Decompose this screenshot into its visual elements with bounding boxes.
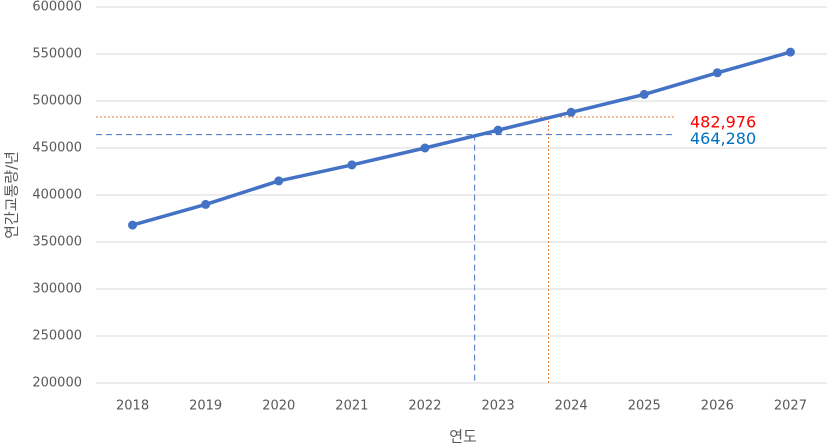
reference-label: 482,976 — [690, 113, 756, 132]
data-point — [566, 107, 576, 117]
y-tick-label: 200000 — [32, 376, 82, 391]
x-tick-label: 2019 — [189, 399, 222, 414]
y-tick-label: 350000 — [32, 235, 82, 250]
data-point — [785, 47, 795, 57]
y-tick-label: 550000 — [32, 47, 82, 62]
data-point — [420, 143, 430, 153]
data-line — [132, 50, 791, 227]
y-tick-label: 300000 — [32, 282, 82, 297]
x-tick-label: 2024 — [555, 399, 588, 414]
data-point — [347, 160, 357, 170]
x-tick-label: 2020 — [262, 399, 295, 414]
x-tick-label: 2021 — [335, 399, 368, 414]
y-tick-label: 450000 — [32, 141, 82, 156]
x-axis-title: 연도 — [449, 428, 477, 446]
x-tick-label: 2018 — [116, 399, 149, 414]
data-point — [201, 199, 211, 209]
data-point — [274, 176, 284, 186]
x-tick-label: 2026 — [701, 399, 734, 414]
x-tick-label: 2025 — [628, 399, 661, 414]
data-point — [712, 68, 722, 78]
data-point — [493, 125, 503, 135]
x-tick-label: 2022 — [408, 399, 441, 414]
y-tick-label: 400000 — [32, 188, 82, 203]
y-tick-label: 600000 — [32, 0, 82, 15]
y-tick-label: 500000 — [32, 94, 82, 109]
x-tick-label: 2023 — [482, 399, 515, 414]
y-axis-title: 연간교통량/년 — [3, 151, 21, 239]
x-tick-label: 2027 — [774, 399, 807, 414]
data-point — [128, 220, 138, 230]
y-tick-label: 250000 — [32, 329, 82, 344]
reference-label: 464,280 — [690, 129, 756, 148]
data-point — [639, 89, 649, 99]
